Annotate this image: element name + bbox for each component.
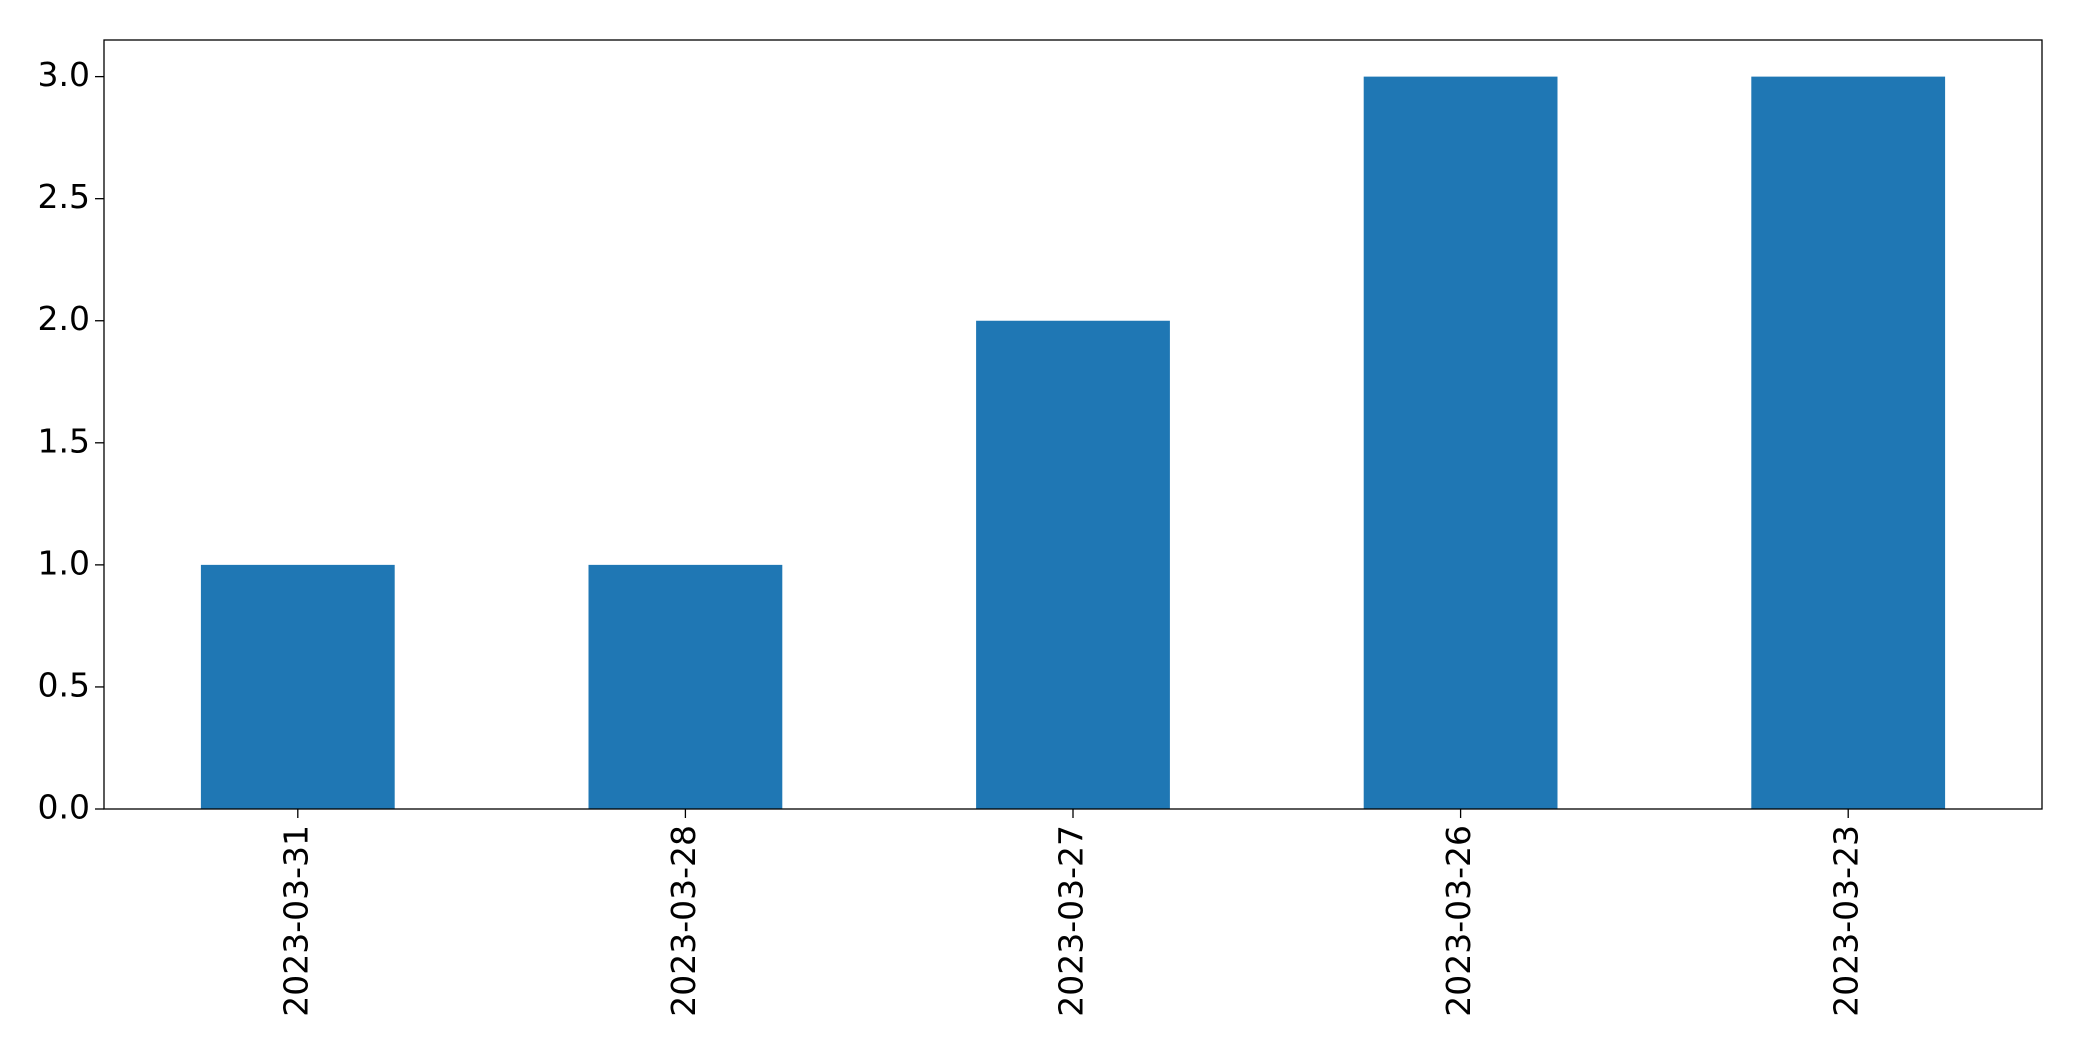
bar: [976, 320, 1170, 809]
y-tick-label: 3.0: [38, 55, 90, 94]
y-tick-label: 2.5: [38, 177, 90, 216]
x-tick-label: 2023-03-28: [664, 825, 703, 1017]
y-tick-label: 1.0: [38, 543, 90, 582]
bar: [1751, 76, 1946, 810]
x-tick-label: 2023-03-27: [1052, 825, 1091, 1017]
bar: [200, 564, 395, 809]
x-tick-label: 2023-03-26: [1439, 825, 1478, 1017]
x-tick-label: 2023-03-23: [1827, 825, 1866, 1017]
x-tick-label: 2023-03-31: [276, 825, 315, 1017]
y-tick-label: 0.5: [38, 665, 90, 704]
bar: [588, 564, 783, 809]
plot-frame: [103, 39, 2043, 810]
y-tick-label: 2.0: [38, 299, 90, 338]
y-tick-label: 0.0: [38, 788, 90, 827]
bar: [1363, 76, 1558, 810]
y-tick-label: 1.5: [38, 421, 90, 460]
